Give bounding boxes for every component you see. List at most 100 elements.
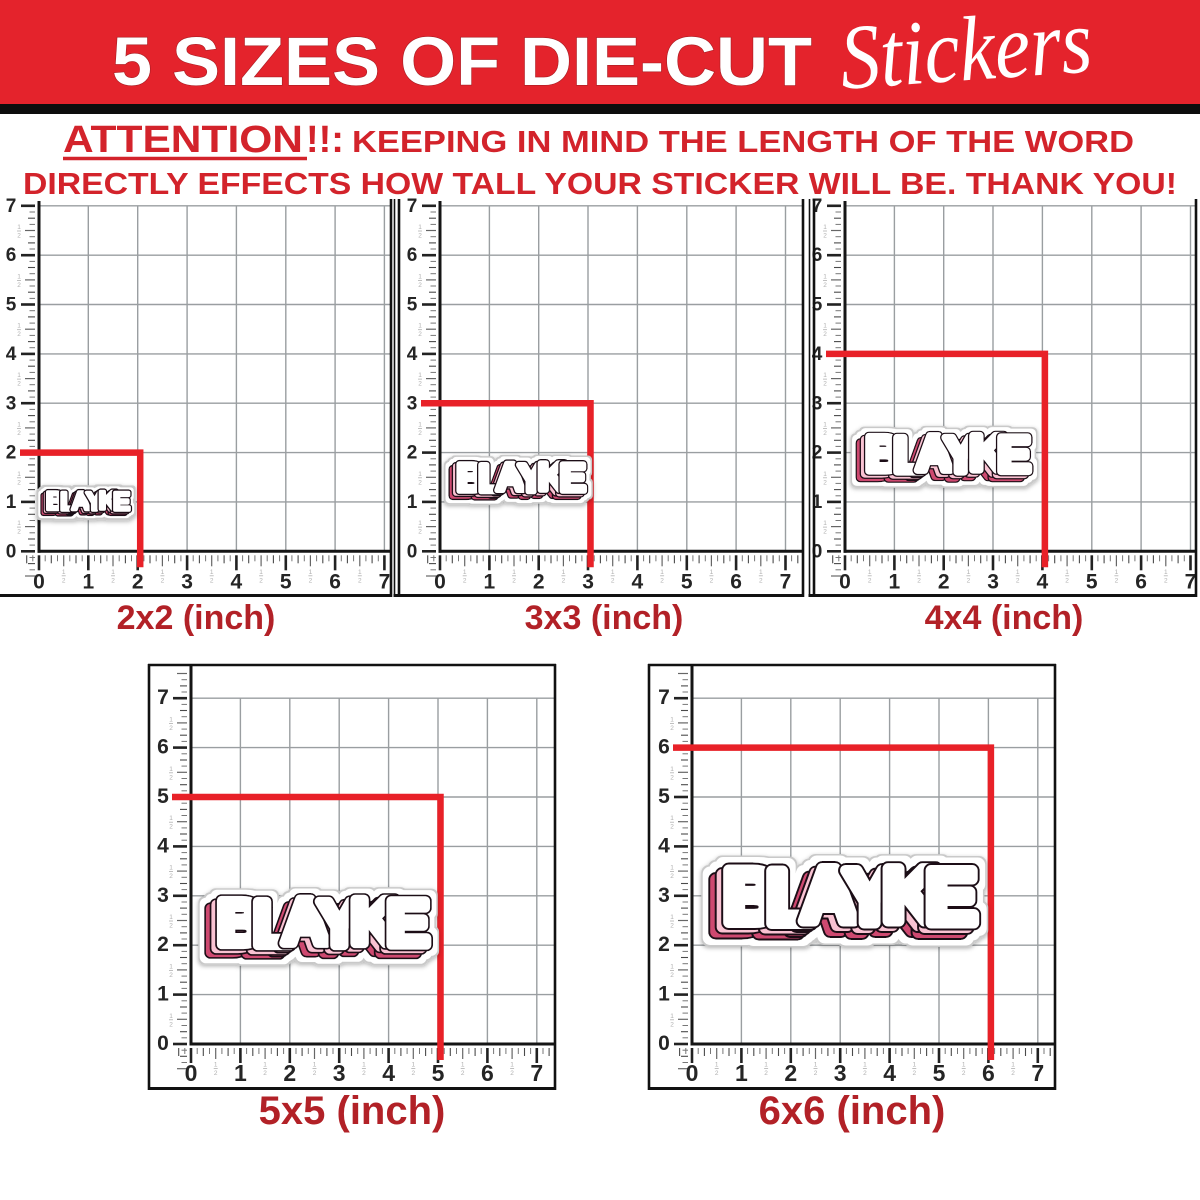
svg-text:2: 2 [418,381,422,388]
svg-text:1: 1 [169,1013,173,1020]
svg-text:A: A [795,858,850,943]
svg-text:K: K [877,857,932,942]
svg-text:1: 1 [169,914,173,921]
svg-text:L: L [253,889,292,960]
svg-text:4: 4 [231,570,243,593]
svg-text:B: B [717,859,772,944]
svg-text:A: A [908,432,944,488]
svg-text:B: B [711,864,766,949]
svg-text:3: 3 [157,884,169,907]
svg-text:1: 1 [169,963,173,970]
svg-text:2: 2 [169,824,173,831]
svg-text:K: K [877,857,932,942]
svg-text:1: 1 [917,569,921,576]
svg-text:A: A [912,428,948,484]
svg-text:B: B [217,888,263,959]
svg-text:7: 7 [1185,570,1197,593]
svg-text:1: 1 [670,914,674,921]
svg-text:Y: Y [313,892,355,963]
svg-text:1: 1 [670,1013,674,1020]
svg-text:E: E [997,427,1030,483]
svg-text:7: 7 [6,196,17,217]
svg-text:L: L [242,897,281,968]
svg-text:L: L [767,856,813,941]
svg-text:2: 2 [510,1070,514,1077]
svg-text:E: E [109,491,126,519]
svg-text:2: 2 [710,577,714,584]
svg-text:Y: Y [944,427,977,483]
svg-text:A: A [916,426,952,482]
svg-text:5: 5 [933,1060,946,1086]
svg-text:4: 4 [658,834,670,857]
svg-text:1: 1 [1065,569,1069,576]
svg-text:1: 1 [17,520,21,527]
svg-text:1: 1 [169,716,173,723]
svg-text:E: E [926,855,977,940]
svg-text:2: 2 [161,577,165,584]
svg-text:1: 1 [418,520,422,527]
svg-text:K: K [97,489,115,517]
svg-text:7: 7 [812,196,823,217]
svg-text:Y: Y [944,427,977,483]
svg-text:E: E [913,864,964,949]
svg-text:A: A [271,895,317,966]
svg-text:2: 2 [418,282,422,289]
svg-text:K: K [538,456,566,499]
svg-text:L: L [253,889,292,960]
svg-text:Y: Y [838,860,889,945]
svg-text:2: 2 [461,1070,465,1077]
svg-text:Y: Y [86,488,103,516]
svg-text:5: 5 [658,785,670,808]
svg-text:1: 1 [313,1062,317,1069]
svg-text:K: K [535,458,563,501]
svg-text:3: 3 [834,1060,847,1086]
svg-text:B: B [212,891,258,962]
svg-text:1: 1 [17,471,21,478]
svg-text:2: 2 [814,1070,818,1077]
svg-text:L: L [760,860,806,945]
svg-text:2: 2 [670,824,674,831]
svg-text:L: L [885,433,915,489]
svg-text:E: E [113,488,130,516]
svg-text:Y: Y [838,860,889,945]
svg-text:7: 7 [530,1060,543,1086]
svg-text:2: 2 [784,1060,797,1086]
svg-text:1: 1 [764,1062,768,1069]
svg-text:A: A [908,432,944,488]
svg-text:7: 7 [407,196,418,217]
svg-text:2: 2 [670,923,674,930]
svg-text:6x6 (inch): 6x6 (inch) [759,1089,946,1133]
svg-text:1: 1 [17,224,21,231]
svg-text:3: 3 [6,393,17,414]
svg-text:A: A [72,487,90,515]
svg-text:B: B [857,432,893,488]
svg-text:2: 2 [863,1070,867,1077]
svg-text:1: 1 [214,1062,218,1069]
svg-text:K: K [535,458,563,501]
svg-text:A: A [282,887,328,958]
svg-text:2: 2 [562,577,566,584]
svg-text:E: E [381,892,423,963]
svg-text:7: 7 [658,686,670,709]
svg-text:2: 2 [407,443,418,464]
svg-text:1: 1 [17,372,21,379]
svg-text:2: 2 [17,430,21,437]
svg-text:2: 2 [17,233,21,240]
svg-text:KEEPING IN MIND THE LENGTH OF: KEEPING IN MIND THE LENGTH OF THE WORD [352,124,1134,159]
svg-text:L: L [56,491,71,519]
svg-text:6: 6 [812,245,823,266]
svg-text:L: L [885,433,915,489]
svg-text:2: 2 [823,331,827,338]
svg-text:3: 3 [407,393,418,414]
svg-text:B: B [857,432,893,488]
svg-text:6: 6 [157,736,169,759]
svg-text:!!:: !!: [306,119,344,161]
svg-text:5: 5 [1086,570,1098,593]
svg-text:2: 2 [17,331,21,338]
svg-text:5: 5 [157,785,169,808]
svg-text:1: 1 [735,1060,748,1086]
svg-text:K: K [345,890,391,961]
svg-text:3: 3 [812,393,823,414]
svg-text:1: 1 [169,766,173,773]
svg-text:2: 2 [670,972,674,979]
